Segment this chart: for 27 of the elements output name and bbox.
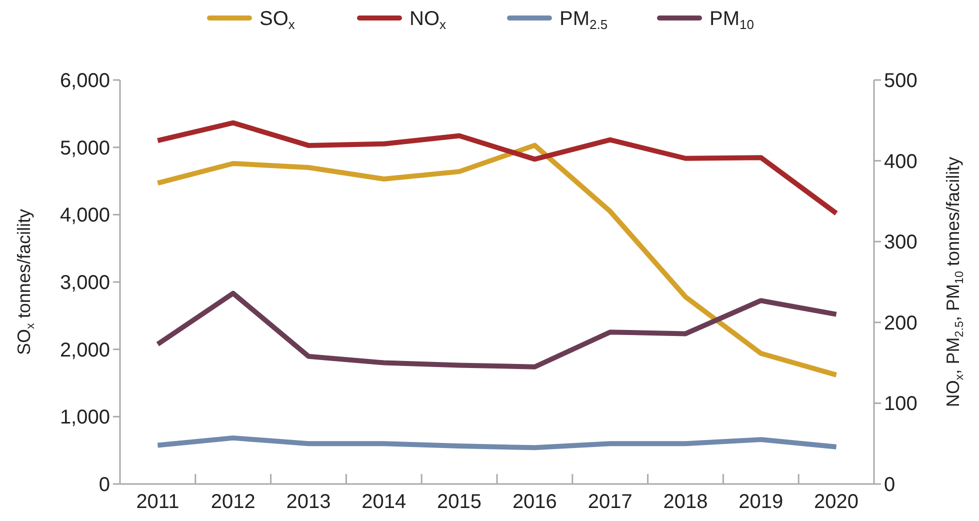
y2-tick-label: 100 (884, 393, 918, 416)
y-tick-label: 6,000 (60, 70, 110, 92)
x-tick-label: 2016 (512, 491, 557, 513)
y2-tick-label: 300 (884, 232, 918, 254)
y2-tick-label: 500 (884, 70, 918, 92)
y-tick-label: 2,000 (60, 339, 110, 362)
y-tick-label: 1,000 (60, 406, 110, 429)
legend-label: SO$_{x}$ (260, 8, 296, 32)
legend-label: PM$_{2.5}$ (560, 8, 608, 32)
legend-label: PM$_{10}$ (710, 8, 754, 32)
y-tick-label: 5,000 (60, 137, 110, 160)
y-tick-label: 0 (98, 474, 110, 496)
x-tick-label: 2013 (286, 491, 331, 513)
y-tick-label: 3,000 (60, 272, 110, 294)
x-tick-label: 2011 (136, 491, 180, 513)
y2-tick-label: 200 (884, 312, 918, 334)
y2-tick-label: 0 (884, 474, 896, 496)
y-tick-label: 4,000 (60, 204, 110, 227)
x-tick-label: 2018 (663, 491, 708, 513)
x-tick-label: 2012 (210, 491, 256, 513)
y2-tick-label: 400 (884, 150, 918, 173)
legend-label: NO$_{x}$ (410, 8, 446, 32)
x-tick-label: 2019 (738, 491, 784, 513)
x-tick-label: 2015 (437, 491, 482, 513)
x-tick-label: 2017 (588, 491, 632, 513)
x-tick-label: 2020 (814, 491, 859, 513)
x-tick-label: 2014 (362, 491, 406, 513)
